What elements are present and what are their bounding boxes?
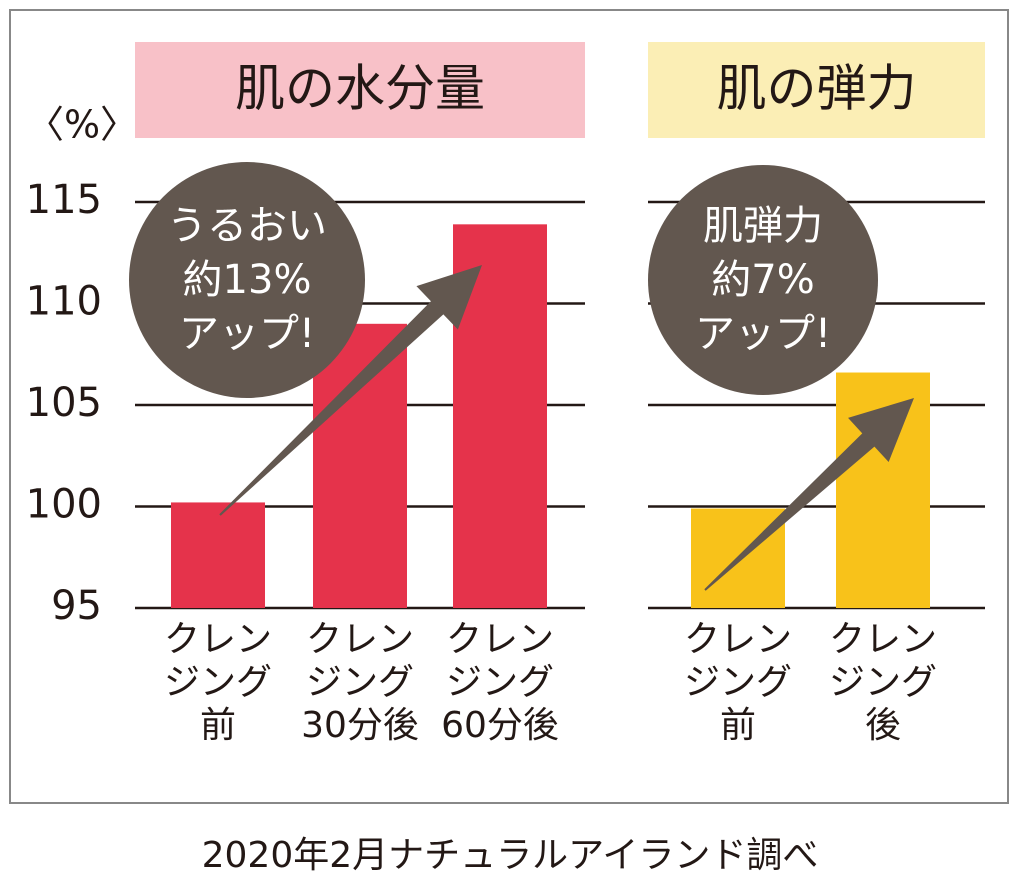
title-band	[135, 42, 585, 138]
x-tick-label: クレン ジング 前	[683, 619, 793, 747]
x-tick-label: クレン ジング 30分後	[301, 619, 419, 747]
annotation-text: 肌弾力 約7% アップ!	[694, 203, 832, 357]
source-note: 2020年2月ナチュラルアイランド調べ	[201, 835, 819, 876]
y-axis-label: 〈%〉	[26, 103, 138, 147]
bar	[171, 502, 265, 608]
y-tick-label: 115	[26, 177, 102, 223]
x-tick-label: クレン ジング 後	[828, 619, 938, 747]
trend-arrow	[704, 398, 914, 591]
chart-title: 肌の弾力	[717, 60, 917, 118]
chart-title: 肌の水分量	[235, 60, 485, 118]
annotation-bubble	[129, 162, 365, 398]
annotation-text: うるおい 約13% アップ!	[167, 203, 327, 357]
x-tick-label: クレン ジング 60分後	[441, 619, 559, 747]
y-tick-label: 110	[26, 279, 102, 325]
x-tick-label: クレン ジング 前	[163, 619, 273, 747]
trend-arrow	[219, 265, 482, 516]
title-band	[648, 42, 985, 138]
bar	[313, 323, 407, 608]
y-tick-label: 95	[51, 583, 102, 629]
y-tick-label: 105	[26, 380, 102, 426]
y-tick-label: 100	[26, 482, 102, 528]
frame	[9, 9, 1009, 804]
annotation-bubble	[648, 165, 878, 395]
